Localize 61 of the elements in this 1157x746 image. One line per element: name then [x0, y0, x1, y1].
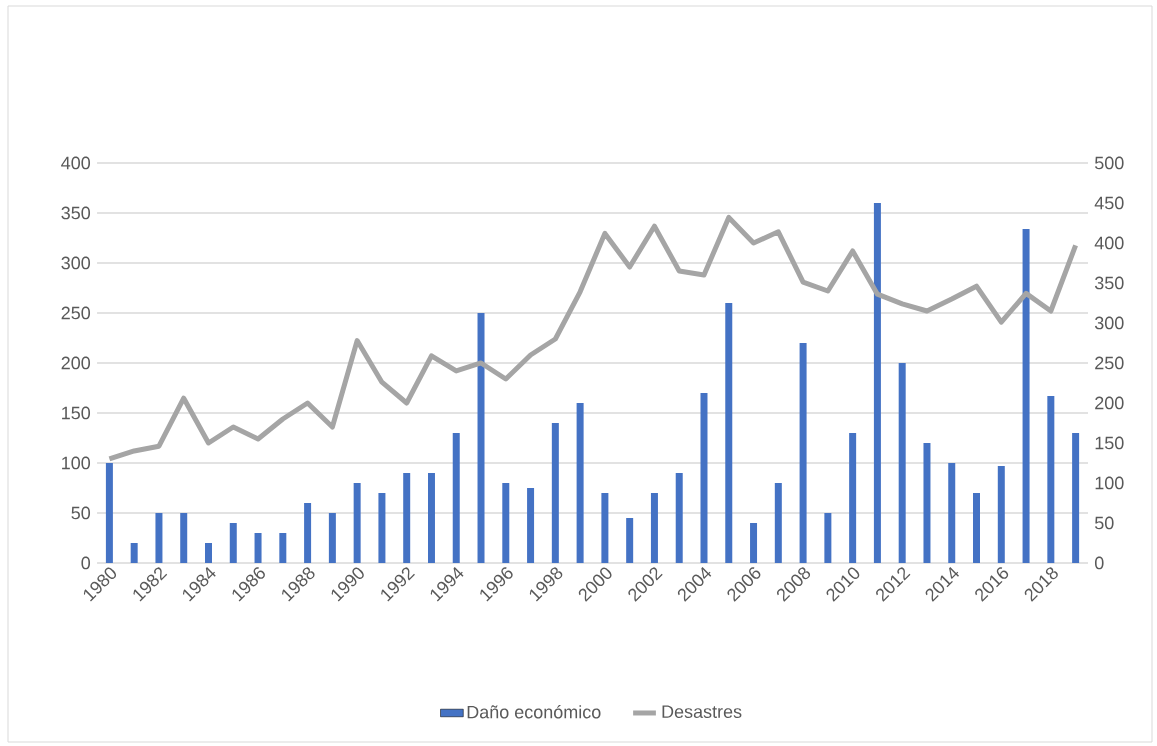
bar	[229, 522, 237, 563]
y-tick-label: 150	[62, 406, 91, 420]
bar	[799, 342, 807, 563]
bar	[353, 482, 361, 563]
y-tick-label: 400	[61, 156, 91, 170]
bar	[973, 492, 981, 563]
y2-tick-label: 300	[1094, 316, 1124, 330]
bar	[601, 492, 609, 563]
y-tick-label: 50	[71, 506, 91, 520]
bar	[576, 402, 584, 563]
y-tick-label: 100	[62, 456, 91, 470]
y-tick-label: 350	[61, 206, 91, 220]
bar	[180, 512, 188, 563]
legend-label: Daño económico	[467, 705, 601, 719]
bar	[1072, 432, 1080, 563]
bar	[452, 432, 460, 563]
bar	[1022, 228, 1030, 563]
bar	[725, 302, 733, 563]
bar	[105, 462, 113, 563]
bar	[824, 512, 832, 563]
bar	[328, 512, 336, 563]
bar	[254, 532, 262, 563]
y-tick-label: 200	[61, 356, 91, 370]
y2-tick-label: 350	[1094, 276, 1124, 290]
bar	[403, 472, 411, 563]
bar	[155, 512, 163, 563]
bar	[205, 542, 212, 563]
y-tick-label: 250	[61, 306, 91, 320]
y2-tick-label: 50	[1094, 516, 1114, 530]
bar	[477, 312, 485, 563]
y2-tick-label: 450	[1094, 196, 1124, 210]
bar	[130, 542, 138, 563]
bar	[650, 492, 658, 563]
legend-label: Desastres	[662, 705, 742, 718]
bar	[675, 472, 683, 563]
bar	[997, 465, 1005, 563]
bar	[378, 492, 386, 563]
bar	[750, 522, 758, 563]
bar	[502, 482, 510, 563]
bar	[279, 532, 287, 563]
bar	[1047, 395, 1055, 563]
y2-tick-label: 0	[1094, 556, 1104, 570]
bar	[427, 472, 435, 563]
y2-tick-label: 100	[1095, 476, 1124, 490]
bar	[304, 502, 312, 563]
y2-tick-label: 200	[1095, 396, 1124, 410]
bar	[873, 202, 881, 563]
bar	[700, 392, 708, 563]
bar	[849, 432, 857, 563]
bar	[948, 462, 956, 563]
bar	[898, 362, 906, 563]
y2-tick-label: 250	[1095, 356, 1124, 370]
y2-tick-label: 500	[1094, 156, 1124, 170]
bar	[923, 442, 931, 563]
bar	[527, 487, 535, 563]
y2-tick-label: 400	[1094, 236, 1124, 250]
y2-tick-label: 150	[1095, 436, 1124, 450]
y-tick-label: 300	[61, 256, 91, 270]
bar	[774, 482, 782, 563]
bar	[551, 422, 559, 563]
bar	[626, 517, 634, 563]
